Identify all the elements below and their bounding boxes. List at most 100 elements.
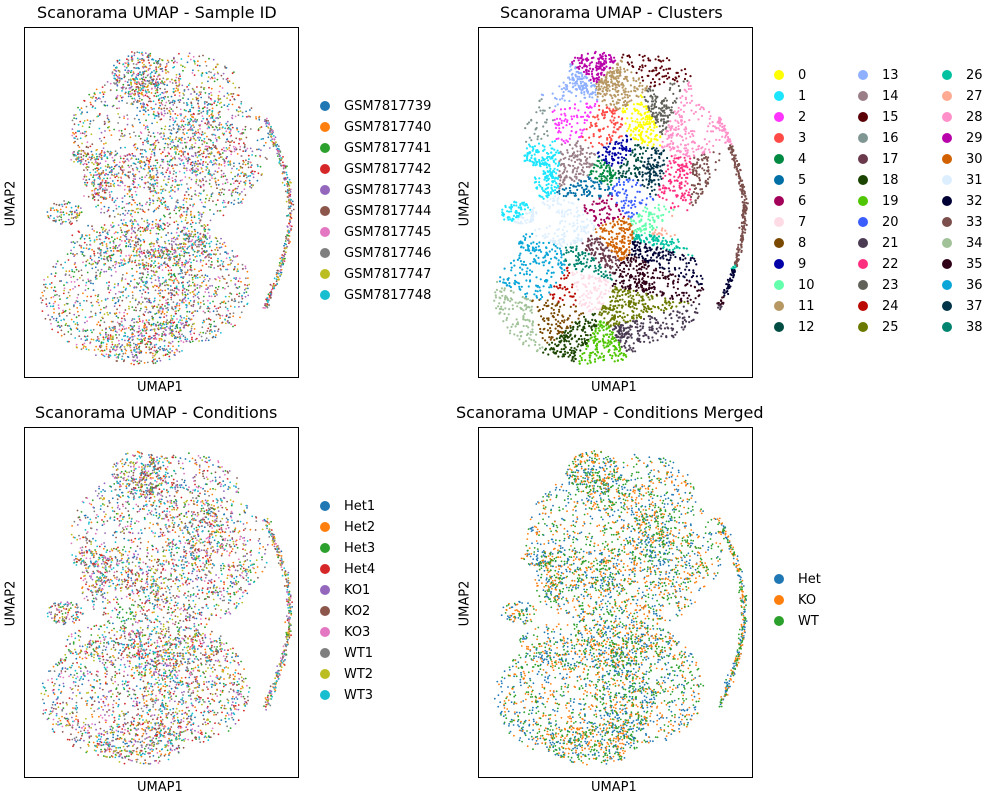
data-point xyxy=(101,242,104,244)
data-point xyxy=(118,334,121,336)
data-point xyxy=(183,197,186,200)
data-point xyxy=(98,340,100,342)
data-point xyxy=(236,268,239,271)
data-point xyxy=(101,150,103,152)
data-point xyxy=(171,180,174,182)
data-point xyxy=(182,131,185,134)
data-point xyxy=(132,342,135,345)
data-point xyxy=(280,159,282,162)
data-point xyxy=(93,174,96,177)
data-point xyxy=(164,266,167,269)
data-point xyxy=(116,345,119,348)
data-point xyxy=(140,333,143,335)
data-point xyxy=(103,143,105,145)
data-point xyxy=(115,79,118,81)
data-point xyxy=(102,170,105,172)
data-point xyxy=(171,245,174,247)
data-point xyxy=(88,156,91,159)
data-point xyxy=(115,353,118,356)
data-point xyxy=(168,138,171,141)
data-point xyxy=(193,250,196,253)
data-point xyxy=(181,147,184,150)
data-point xyxy=(210,98,213,101)
data-point xyxy=(164,305,166,307)
data-point xyxy=(84,346,87,348)
data-point xyxy=(199,284,202,287)
data-point xyxy=(145,86,148,88)
data-point xyxy=(145,119,147,122)
data-point xyxy=(231,298,233,301)
data-point xyxy=(249,128,252,130)
data-point xyxy=(156,185,159,188)
data-point xyxy=(121,317,123,320)
data-point xyxy=(239,107,241,109)
data-point xyxy=(216,288,219,291)
data-point xyxy=(227,94,230,96)
data-point xyxy=(241,263,244,266)
data-point xyxy=(138,202,141,205)
data-point xyxy=(224,206,227,208)
data-point xyxy=(198,151,201,153)
data-point xyxy=(111,72,114,75)
data-point xyxy=(158,289,160,292)
data-point xyxy=(199,261,202,263)
data-point xyxy=(184,338,187,341)
data-point xyxy=(109,247,112,249)
data-point xyxy=(121,358,123,360)
data-point xyxy=(157,84,160,87)
data-point xyxy=(165,353,167,356)
data-point xyxy=(137,158,140,161)
data-point xyxy=(230,323,233,326)
data-point xyxy=(179,254,181,257)
data-point xyxy=(74,140,76,143)
data-point xyxy=(201,162,204,165)
data-point xyxy=(55,319,58,322)
data-point xyxy=(123,311,126,314)
data-point xyxy=(167,206,169,208)
data-point xyxy=(146,140,148,143)
data-point xyxy=(193,243,195,246)
data-point xyxy=(136,203,139,206)
data-point xyxy=(206,307,209,310)
data-point xyxy=(237,110,240,113)
data-point xyxy=(229,258,232,261)
data-point xyxy=(121,96,124,99)
data-point xyxy=(136,57,139,60)
data-point xyxy=(80,246,83,249)
data-point xyxy=(87,161,90,164)
data-point xyxy=(276,269,279,272)
data-point xyxy=(139,320,141,323)
data-point xyxy=(159,359,162,362)
data-point xyxy=(139,349,142,352)
data-point xyxy=(113,82,115,84)
data-point xyxy=(192,303,195,306)
data-point xyxy=(115,334,117,336)
data-point xyxy=(83,175,86,178)
data-point xyxy=(199,331,202,334)
data-point xyxy=(139,131,142,134)
data-point xyxy=(147,96,150,99)
data-point xyxy=(269,283,272,286)
data-point xyxy=(203,141,206,144)
data-point xyxy=(183,266,186,268)
data-point xyxy=(162,252,165,255)
data-point xyxy=(104,173,107,176)
data-point xyxy=(89,101,92,104)
data-point xyxy=(135,345,138,348)
data-point xyxy=(163,227,166,230)
data-point xyxy=(194,63,196,65)
data-point xyxy=(188,310,191,313)
data-point xyxy=(121,259,124,262)
data-point xyxy=(171,139,174,141)
data-point xyxy=(88,234,91,236)
data-point xyxy=(107,181,110,184)
data-point xyxy=(124,319,127,322)
data-point xyxy=(288,187,291,190)
data-point xyxy=(115,244,117,247)
data-point xyxy=(194,255,197,258)
data-point xyxy=(106,297,109,300)
data-point xyxy=(85,166,88,169)
data-point xyxy=(166,112,169,115)
data-point xyxy=(210,161,213,164)
data-point xyxy=(113,74,115,77)
